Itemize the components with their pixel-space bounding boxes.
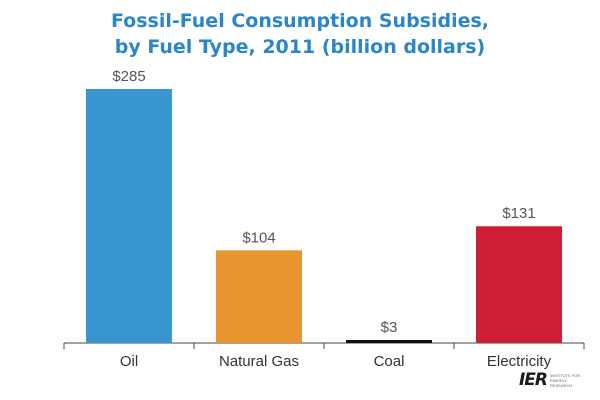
- data-label: $131: [502, 205, 535, 222]
- bar-oil: [86, 89, 172, 343]
- chart-title-block: Fossil-Fuel Consumption Subsidies, by Fu…: [0, 8, 600, 60]
- x-tick-label: Natural Gas: [219, 353, 299, 370]
- ier-logo: IER INSTITUTE FOR ENERGY RESEARCH: [519, 370, 588, 390]
- x-tick-label: Coal: [374, 353, 405, 370]
- bar-natural-gas: [216, 250, 302, 343]
- x-tick-label: Electricity: [487, 353, 552, 370]
- x-tick-label: Oil: [120, 353, 138, 370]
- bar-electricity: [476, 226, 562, 343]
- logo-tagline: INSTITUTE FOR ENERGY RESEARCH: [550, 372, 581, 388]
- chart-subtitle: by Fuel Type, 2011 (billion dollars): [114, 36, 486, 58]
- data-label: $3: [381, 319, 398, 336]
- logo-mark: IER: [518, 370, 548, 390]
- bar-coal: [346, 340, 432, 343]
- data-label: $285: [112, 68, 145, 85]
- data-label: $104: [242, 229, 275, 246]
- chart-title: Fossil-Fuel Consumption Subsidies,: [110, 10, 490, 32]
